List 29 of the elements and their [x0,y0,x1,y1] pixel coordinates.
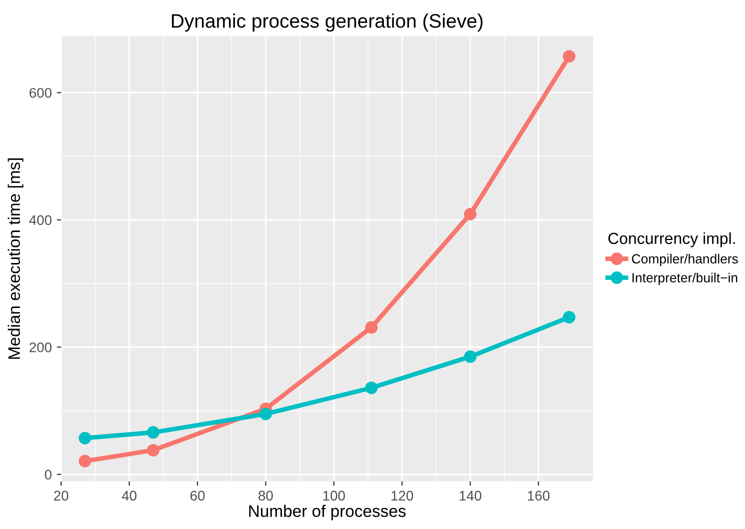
legend-label: Compiler/handlers [632,254,738,266]
y-tick-label: 400 [29,215,52,226]
x-tick-label: 140 [460,490,482,501]
point [464,208,477,220]
point [562,310,576,324]
point [365,321,378,334]
point [365,382,378,394]
point [464,350,477,363]
point [259,408,272,420]
x-tick-label: 100 [323,490,345,501]
point [146,444,160,456]
point [78,454,92,468]
point [78,432,92,444]
legend-title: Concurrency impl. [608,232,735,248]
x-tick-label: 20 [54,490,68,501]
x-tick-label: 60 [190,490,205,501]
x-tick-label: 40 [122,490,136,501]
y-axis-title: Median execution time [ms] [8,158,24,359]
y-tick-label: 600 [30,88,52,98]
x-tick-label: 160 [528,490,550,501]
point [146,426,160,439]
y-tick-label: 200 [30,342,52,352]
chart-title: Dynamic process generation (Sieve) [172,14,483,32]
y-tick-label: 0 [44,470,52,480]
x-tick-label: 120 [392,490,414,501]
point [562,50,576,63]
x-tick-label: 80 [258,490,273,501]
legend-label: Interpreter/built−in [632,272,738,286]
x-axis-title: Number of processes [249,504,406,520]
